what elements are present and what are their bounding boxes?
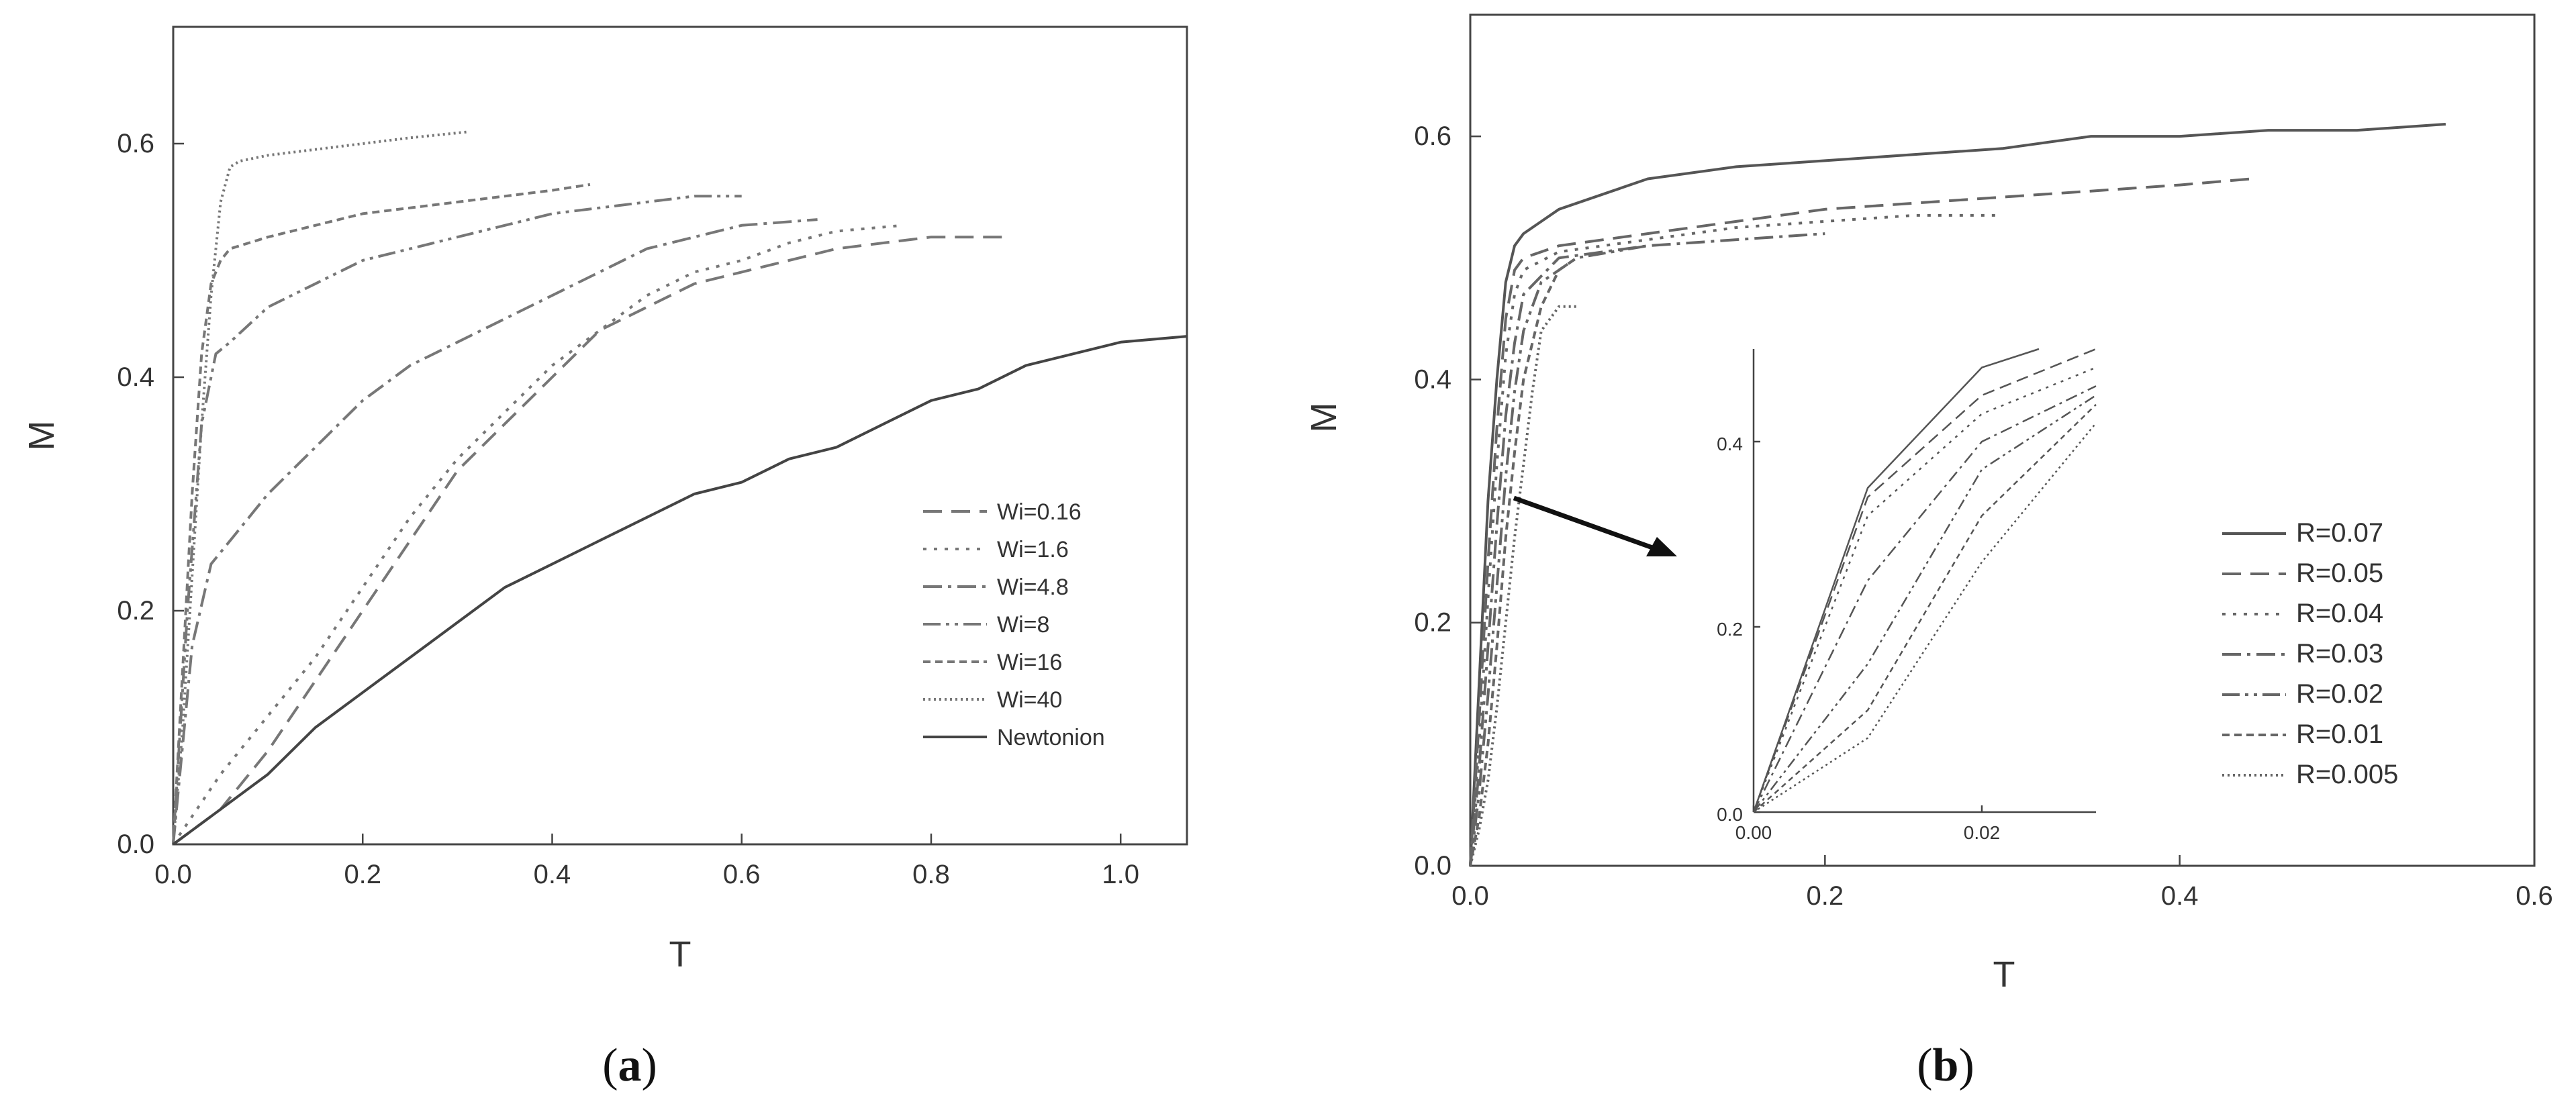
panel-b-legend-label-r-0-05: R=0.05	[2296, 558, 2383, 588]
panel-b-inset-xtick-label: 0.00	[1735, 822, 1772, 843]
panel-b-inset-ytick-label: 0.2	[1717, 619, 1743, 640]
panel-a-legend-label-wi-0-16: Wi=0.16	[997, 499, 1082, 525]
panel-a-series-wi-8	[172, 195, 742, 845]
panel-b-series-r-0-01	[1469, 256, 1578, 866]
panel-a-ticks: 0.0 0.2 0.4 0.6 0.8 1.0 0.0 0.2 0.4 0.6	[117, 129, 1139, 889]
panel-a-legend-label-wi-1-6: Wi=1.6	[997, 537, 1069, 562]
panel-a-legend-label-wi-40: Wi=40	[997, 687, 1062, 713]
panel-a-plot-frame	[172, 26, 1188, 846]
panel-a-ytick-label: 0.6	[117, 129, 154, 158]
panel-b-ylabel: M	[1304, 403, 1344, 433]
inset-pointer-arrow	[1513, 495, 1677, 556]
panel-b-legend-label-r-0-005: R=0.005	[2296, 760, 2398, 789]
panel-a-ytick-label: 0.0	[117, 830, 154, 859]
panel-a-xtick-label: 0.4	[534, 860, 571, 889]
panel-a-legend: Wi=0.16 Wi=1.6 Wi=4.8 Wi=8 Wi=16 Wi=40 Newtoni…	[923, 499, 1105, 750]
panel-b-inset-xtick-label: 0.02	[1964, 822, 2001, 843]
panel-b-series-r-0-005	[1469, 305, 1577, 866]
panel-a-ylabel: M	[21, 421, 62, 451]
panel-b-series	[1469, 123, 2446, 866]
panel-b-ytick-label: 0.6	[1414, 121, 1451, 151]
panel-b-series-r-0-07	[1469, 123, 2446, 866]
panel-b-inset-series-r-0-07	[1752, 348, 2040, 813]
panel-a-ytick-label: 0.2	[117, 596, 154, 626]
panel-a-series-wi-4-8	[172, 218, 818, 845]
panel-b-ticks: 0.0 0.2 0.4 0.6 0.0 0.2 0.4 0.6	[1414, 121, 2553, 911]
panel-a-xlabel: T	[669, 934, 691, 975]
panel-a-series-wi-16	[172, 183, 591, 845]
panel-a-series-wi-40	[172, 130, 467, 845]
panel-a-xtick-label: 0.6	[723, 860, 761, 889]
panel-b-inset-series-r-0-03	[1752, 385, 2097, 813]
panel-a-caption: (a)	[602, 1040, 657, 1091]
panel-a-series-wi-0-16	[172, 236, 1007, 846]
panel-a-xtick-label: 0.8	[912, 860, 950, 889]
panel-b-inset-series-r-0-04	[1752, 366, 2097, 813]
panel-b-ytick-label: 0.2	[1414, 608, 1451, 638]
panel-b-inset-series	[1752, 348, 2097, 813]
panel-b-inset-background	[1754, 349, 2096, 812]
panel-b-legend-label-r-0-03: R=0.03	[2296, 639, 2383, 668]
panel-b-inset-ytick-label: 0.0	[1717, 804, 1743, 825]
panel-b-inset-series-r-0-005	[1753, 422, 2097, 813]
panel-a-legend-label-wi-4-8: Wi=4.8	[997, 575, 1069, 600]
panel-a-xtick-label: 0.0	[154, 860, 192, 889]
panel-b: 0.0 0.2 0.4 0.60.00.20.40.6 T M 0.00 0.020.0…	[1304, 13, 2553, 1091]
panel-b-legend-label-r-0-07: R=0.07	[2296, 518, 2383, 548]
panel-a-series-wi-1-6	[172, 223, 903, 846]
panel-b-caption: (b)	[1917, 1040, 1974, 1091]
panel-b-inset: 0.00 0.02 0.0 0.2 0.4	[1717, 348, 2097, 843]
panel-a-xtick-label: 1.0	[1102, 860, 1139, 889]
panel-b-ytick-label: 0.4	[1414, 364, 1451, 394]
panel-a-xtick-label: 0.2	[344, 860, 381, 889]
panel-b-legend-label-r-0-04: R=0.04	[2296, 599, 2383, 628]
panel-b-legend-label-r-0-01: R=0.01	[2296, 719, 2383, 749]
panel-b-legend: R=0.07 R=0.05 R=0.04 R=0.03 R=0.02 R=0.01 R=0.…	[2222, 518, 2398, 789]
panel-b-xlabel: T	[1993, 954, 2015, 995]
panel-b-inset-series-r-0-01	[1753, 403, 2097, 813]
panel-b-inset-ytick-label: 0.4	[1717, 434, 1743, 454]
panel-b-inset-ticks: 0.00 0.02 0.0 0.2 0.4	[1717, 434, 2000, 843]
panel-b-legend-label-r-0-02: R=0.02	[2296, 679, 2383, 709]
panel-a-legend-label-wi-16: Wi=16	[997, 650, 1062, 675]
panel-b-xtick-label: 0.4	[2161, 881, 2199, 911]
panel-b-ytick-label: 0.0	[1414, 851, 1451, 881]
panel-a-legend-label-newtonion: Newtonion	[997, 725, 1105, 750]
panel-a-series-newtonion	[172, 335, 1188, 846]
panel-a-series	[172, 130, 1188, 846]
panel-a: 0.0 0.2 0.4 0.6 0.8 1.0 0.0 0.2 0.4 0.6 T M Wi=0.…	[21, 26, 1188, 1091]
panel-b-plot-frame	[1469, 13, 2536, 867]
panel-b-series-r-0-02	[1469, 244, 1648, 866]
panel-b-xtick-label: 0.2	[1807, 881, 1844, 911]
panel-b-xtick-label: 0.0	[1451, 881, 1489, 911]
panel-b-series-r-0-03	[1469, 232, 1825, 866]
panel-b-inset-series-r-0-05	[1752, 348, 2097, 813]
panel-b-inset-series-r-0-02	[1753, 394, 2097, 813]
panel-a-ytick-label: 0.4	[117, 362, 154, 392]
panel-a-legend-label-wi-8: Wi=8	[997, 612, 1049, 638]
panel-b-xtick-label: 0.6	[2516, 881, 2553, 911]
panel-b-series-r-0-05	[1469, 177, 2251, 866]
